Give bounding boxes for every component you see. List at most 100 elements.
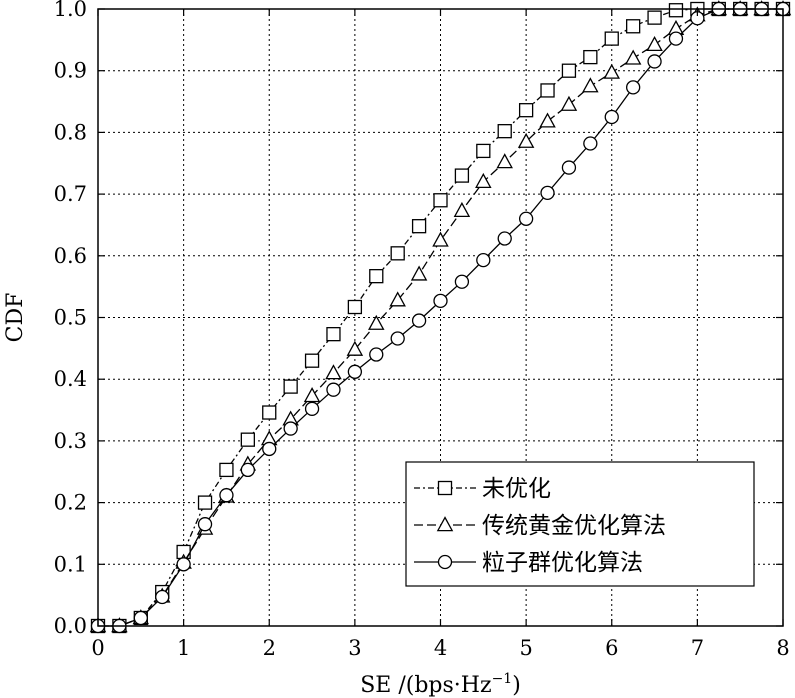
data-point — [624, 49, 642, 65]
data-point — [517, 132, 535, 148]
data-point — [433, 193, 448, 208]
data-point — [476, 252, 491, 268]
x-tick-label: 6 — [605, 636, 618, 660]
y-tick-label: 1.0 — [54, 0, 87, 21]
series-triangle — [89, 0, 792, 633]
tick-marks — [97, 8, 784, 627]
data-point — [453, 201, 471, 218]
data-point — [411, 219, 427, 234]
x-tick-label: 0 — [91, 636, 104, 660]
data-point — [369, 347, 384, 362]
legend-marker — [437, 480, 453, 496]
x-axis-label: SE /(bps·Hz−1) — [360, 671, 521, 698]
data-point — [262, 441, 277, 457]
data-point — [303, 387, 321, 403]
data-point — [560, 95, 578, 111]
data-point — [582, 77, 599, 93]
data-point — [155, 589, 170, 605]
data-point — [626, 80, 641, 95]
series-layer — [89, 0, 792, 634]
data-point — [432, 231, 449, 247]
data-point — [347, 364, 363, 379]
y-tick-label: 0.3 — [54, 429, 87, 453]
data-point — [454, 274, 470, 289]
series-circle — [90, 1, 791, 634]
data-point — [539, 112, 556, 128]
x-axis-label-tail: ) — [512, 673, 521, 698]
legend-label: 未优化 — [482, 476, 551, 502]
y-tick-label: 0.8 — [54, 120, 87, 144]
data-point — [262, 405, 277, 420]
data-point — [346, 340, 364, 356]
legend-label: 粒子群优化算法 — [482, 550, 643, 576]
data-point — [646, 35, 663, 52]
data-point — [583, 49, 598, 65]
data-point — [304, 353, 320, 368]
data-point — [283, 421, 298, 436]
data-point — [496, 153, 513, 169]
x-tick-label: 1 — [177, 636, 190, 660]
y-tick-label: 0.0 — [54, 614, 87, 638]
legend-marker — [436, 516, 454, 532]
data-point — [325, 364, 342, 380]
data-point — [583, 136, 598, 151]
data-point — [326, 327, 341, 342]
data-point — [497, 231, 512, 246]
data-point — [304, 401, 320, 416]
y-tick-label: 0.4 — [54, 367, 87, 391]
legend-item: 传统黄金优化算法 — [414, 513, 666, 539]
y-tick-labels: 0.0 0.1 0.2 0.3 0.4 0.5 0.6 0.7 0.8 0.9 1.0 — [54, 0, 87, 638]
data-point — [176, 557, 191, 572]
data-point — [603, 63, 620, 79]
data-point — [476, 143, 491, 159]
data-point — [647, 54, 662, 69]
data-point — [390, 331, 405, 346]
x-tick-label: 5 — [519, 636, 532, 660]
y-tick-label: 0.5 — [54, 306, 87, 330]
data-point — [219, 462, 234, 478]
data-point — [389, 291, 406, 307]
data-point — [240, 432, 255, 447]
data-point — [540, 185, 555, 201]
data-point — [240, 462, 255, 478]
data-point — [626, 19, 641, 34]
data-point — [326, 382, 341, 397]
data-point — [540, 83, 555, 98]
data-point — [197, 517, 213, 532]
data-point — [368, 314, 385, 330]
data-point — [411, 313, 427, 328]
data-point — [561, 160, 577, 175]
x-tick-label: 2 — [263, 636, 276, 660]
data-point — [454, 168, 470, 183]
data-point — [283, 379, 298, 394]
legend-marker — [437, 554, 453, 570]
legend-box — [405, 461, 755, 587]
data-point — [219, 488, 234, 503]
data-point — [410, 265, 428, 281]
data-point — [668, 3, 684, 18]
y-tick-label: 0.1 — [54, 552, 87, 576]
legend-item: 粒子群优化算法 — [414, 550, 643, 576]
x-axis-label-sup: −1 — [492, 671, 513, 687]
y-axis-label: CDF — [3, 293, 28, 343]
data-point — [668, 31, 684, 46]
y-tick-label: 0.9 — [54, 59, 87, 83]
data-point — [133, 610, 148, 626]
x-tick-label: 3 — [348, 636, 361, 660]
data-point — [197, 495, 213, 510]
data-point — [604, 109, 619, 125]
data-point — [604, 31, 619, 46]
data-point — [647, 10, 662, 25]
x-tick-label: 4 — [434, 636, 447, 660]
legend-label: 传统黄金优化算法 — [482, 513, 666, 539]
x-tick-label: 8 — [776, 636, 789, 660]
data-point — [369, 269, 384, 284]
data-point — [347, 299, 363, 315]
data-point — [475, 172, 492, 189]
data-point — [390, 246, 405, 261]
data-point — [561, 63, 577, 78]
x-tick-label: 7 — [691, 636, 704, 660]
